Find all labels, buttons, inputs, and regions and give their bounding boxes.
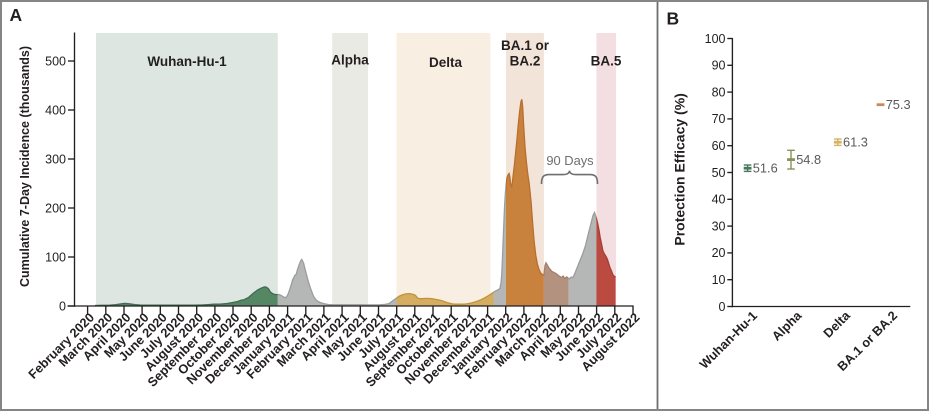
svg-text:A: A (10, 5, 23, 25)
svg-text:0: 0 (719, 300, 726, 314)
svg-text:70: 70 (712, 112, 726, 126)
svg-text:100: 100 (45, 250, 66, 264)
svg-text:Delta: Delta (429, 55, 463, 70)
svg-text:51.6: 51.6 (753, 161, 778, 176)
svg-text:50: 50 (712, 166, 726, 180)
svg-text:0: 0 (59, 299, 66, 313)
svg-text:30: 30 (712, 219, 726, 233)
svg-text:75.3: 75.3 (886, 97, 911, 112)
svg-text:BA.5: BA.5 (591, 54, 622, 69)
svg-text:Protection Efficacy (%): Protection Efficacy (%) (672, 93, 688, 245)
svg-text:Cumulative 7-Day Incidence (th: Cumulative 7-Day Incidence (thousands) (18, 46, 32, 287)
svg-text:500: 500 (45, 54, 66, 68)
svg-text:300: 300 (45, 152, 66, 166)
svg-text:10: 10 (712, 273, 726, 287)
svg-text:BA.1 or: BA.1 or (501, 38, 550, 53)
svg-text:400: 400 (45, 103, 66, 117)
svg-text:BA.2: BA.2 (510, 54, 541, 69)
svg-text:100: 100 (705, 32, 726, 46)
svg-text:B: B (667, 9, 680, 29)
svg-text:90 Days: 90 Days (546, 153, 593, 168)
svg-text:60: 60 (712, 139, 726, 153)
svg-text:Wuhan-Hu-1: Wuhan-Hu-1 (147, 54, 227, 69)
svg-text:200: 200 (45, 201, 66, 215)
svg-text:61.3: 61.3 (843, 135, 868, 150)
svg-text:54.8: 54.8 (796, 152, 821, 167)
svg-text:90: 90 (712, 59, 726, 73)
svg-text:20: 20 (712, 246, 726, 260)
svg-text:80: 80 (712, 85, 726, 99)
svg-text:40: 40 (712, 193, 726, 207)
svg-text:Alpha: Alpha (331, 53, 369, 68)
